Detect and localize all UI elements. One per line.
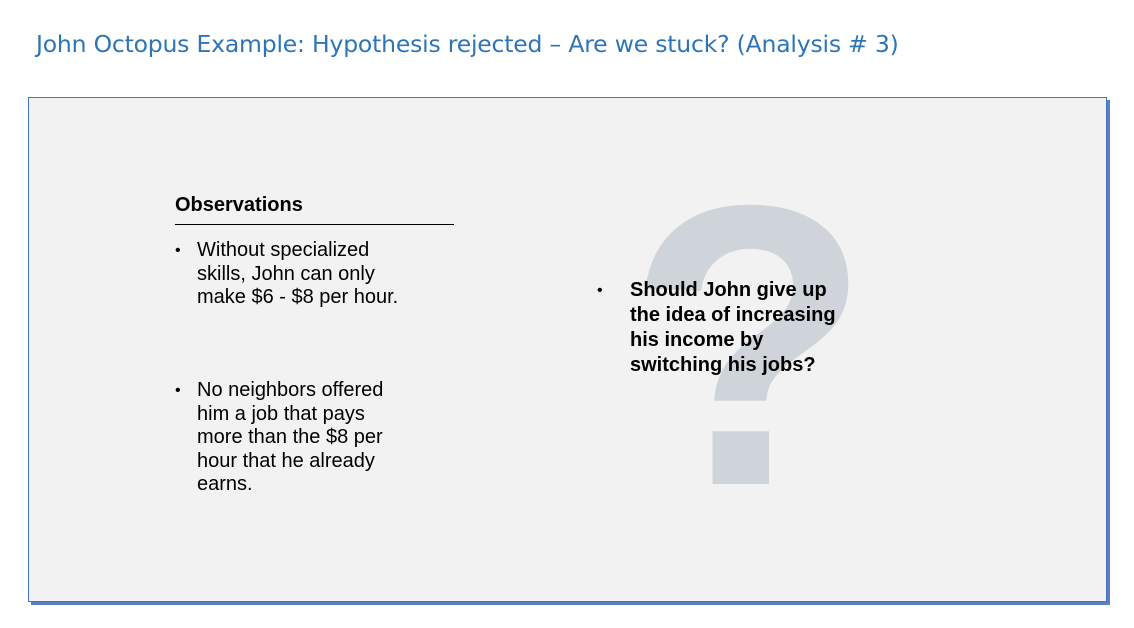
bullet-icon: • [175, 242, 181, 259]
question-mark-icon: ? [627, 122, 872, 569]
slide-title: John Octopus Example: Hypothesis rejecte… [36, 30, 899, 58]
bullet-icon: • [175, 382, 181, 399]
observations-heading: Observations [175, 194, 303, 216]
observation-text: No neighbors offered him a job that pays… [197, 379, 384, 495]
heading-underline [175, 224, 454, 225]
question-text: Should John give up the idea of increasi… [630, 279, 836, 376]
bullet-icon: • [597, 282, 603, 299]
content-panel: Observations • Without specialized skill… [28, 97, 1107, 602]
observation-text: Without specialized skills, John can onl… [197, 239, 399, 308]
